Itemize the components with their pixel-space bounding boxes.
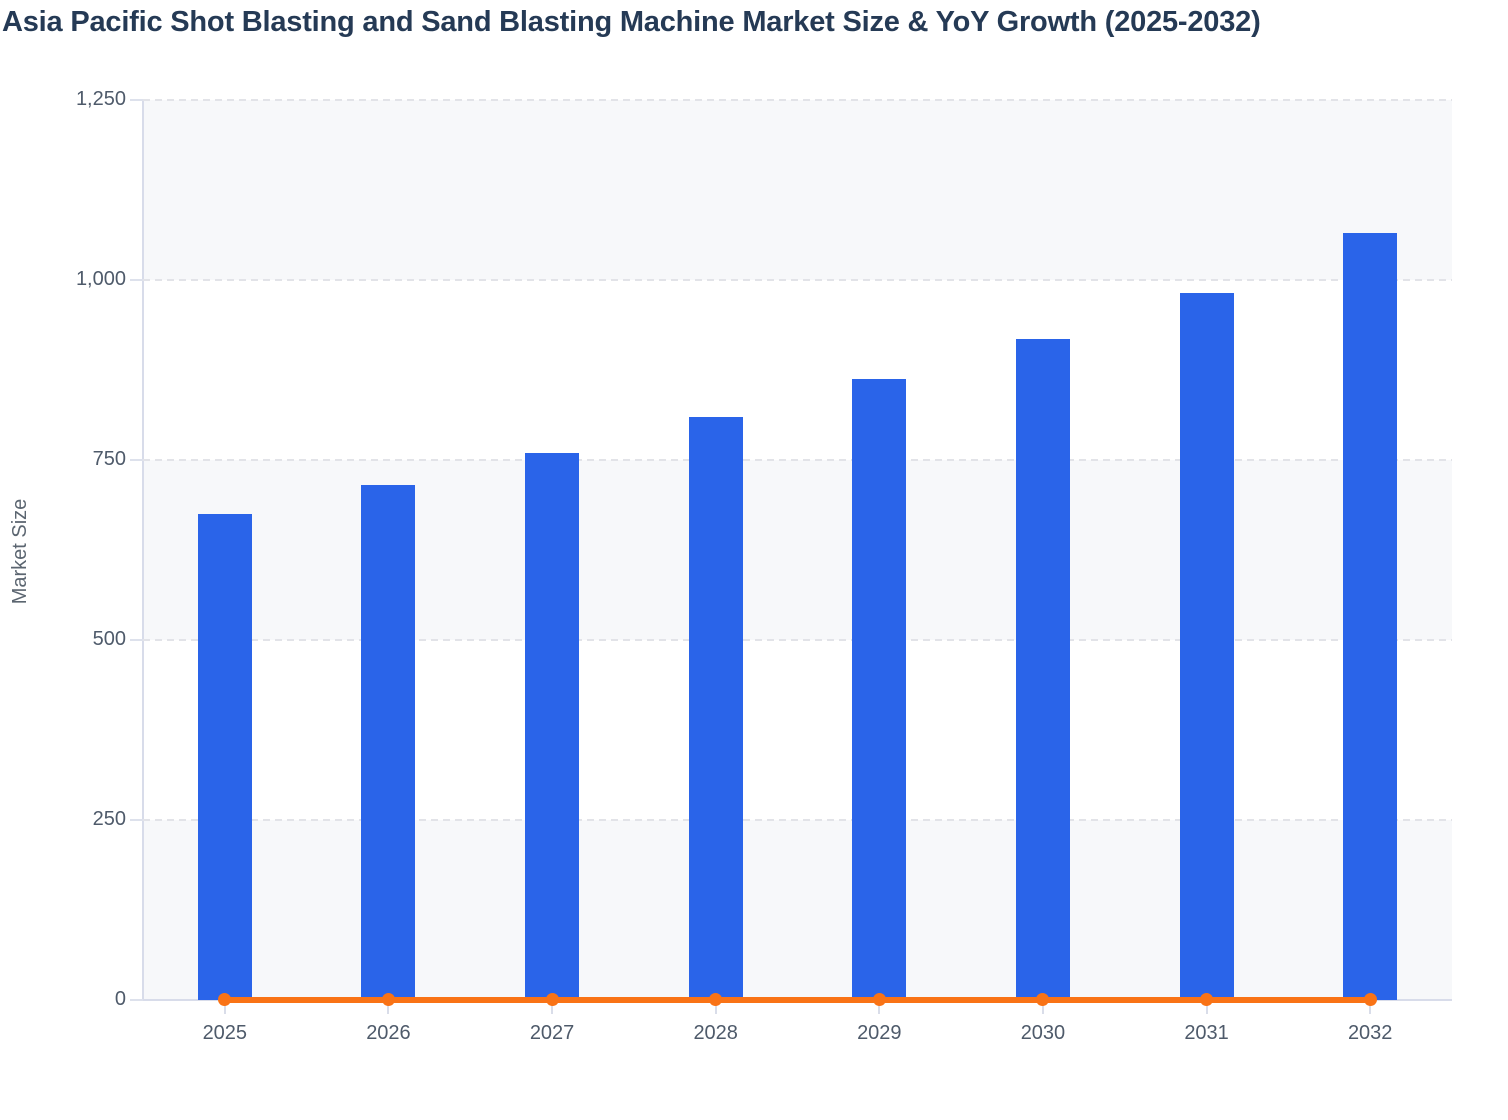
x-tick-label-2025: 2025 bbox=[202, 1022, 248, 1044]
plot-band bbox=[143, 460, 1452, 640]
gridline-500 bbox=[143, 639, 1452, 641]
y-axis-tick bbox=[130, 279, 143, 281]
yoy-growth-marker-2029 bbox=[872, 993, 886, 1006]
plot-band bbox=[143, 820, 1452, 1000]
y-axis-title: Market Size bbox=[9, 498, 31, 605]
market-size-bar-2029 bbox=[852, 379, 907, 1000]
y-tick-label-750: 750 bbox=[92, 448, 126, 471]
yoy-growth-line bbox=[224, 997, 1371, 1003]
yoy-growth-marker-2031 bbox=[1200, 993, 1214, 1006]
yoy-growth-marker-2032 bbox=[1363, 993, 1377, 1006]
chart-title: Asia Pacific Shot Blasting and Sand Blas… bbox=[2, 6, 1261, 38]
x-tick-label-2031: 2031 bbox=[1184, 1022, 1229, 1044]
y-axis-tick bbox=[130, 819, 143, 821]
x-axis-tick bbox=[714, 1003, 717, 1014]
y-axis-tick bbox=[130, 639, 143, 641]
yoy-growth-marker-2028 bbox=[709, 993, 723, 1006]
x-axis-tick bbox=[387, 1003, 390, 1014]
x-tick-label-2029: 2029 bbox=[857, 1022, 902, 1044]
gridline-1000 bbox=[143, 279, 1452, 281]
market-size-bar-2031 bbox=[1179, 292, 1234, 1000]
yoy-growth-marker-2030 bbox=[1036, 993, 1050, 1006]
x-axis-tick bbox=[1369, 1003, 1372, 1014]
plot-band bbox=[143, 100, 1452, 280]
x-tick-label-2030: 2030 bbox=[1020, 1022, 1066, 1044]
x-tick-label-2027: 2027 bbox=[529, 1022, 575, 1044]
market-size-bar-2030 bbox=[1015, 339, 1070, 1000]
y-axis-tick bbox=[130, 99, 143, 101]
y-axis-line bbox=[142, 100, 144, 1000]
gridline-250 bbox=[143, 819, 1452, 821]
y-tick-label-250: 250 bbox=[92, 808, 126, 831]
plot-band bbox=[143, 280, 1452, 460]
x-axis-tick bbox=[878, 1003, 881, 1014]
gridline-750 bbox=[143, 459, 1452, 461]
y-axis-tick bbox=[130, 999, 143, 1001]
market-size-bar-2028 bbox=[688, 416, 743, 1000]
plot-area: 1,250 1,000 750 500 250 0 2025 2026 2027 2028 2029… bbox=[76, 88, 1452, 1044]
yoy-growth-marker-2027 bbox=[545, 993, 559, 1006]
y-tick-label-0: 0 bbox=[114, 988, 126, 1011]
gridline-1250 bbox=[143, 99, 1452, 101]
yoy-growth-marker-2025 bbox=[218, 993, 232, 1006]
y-tick-label-1000: 1,000 bbox=[75, 268, 126, 291]
x-axis-tick bbox=[1041, 1003, 1044, 1014]
x-tick-label-2032: 2032 bbox=[1347, 1022, 1393, 1044]
yoy-growth-marker-2026 bbox=[381, 993, 395, 1006]
market-size-bar-2032 bbox=[1343, 233, 1398, 1000]
plot-band bbox=[143, 640, 1452, 820]
market-size-bar-2027 bbox=[525, 452, 580, 1000]
market-size-bar-2025 bbox=[197, 514, 252, 1000]
x-axis-tick bbox=[1205, 1003, 1208, 1014]
y-tick-label-500: 500 bbox=[92, 628, 126, 651]
x-tick-label-2028: 2028 bbox=[693, 1022, 738, 1044]
x-tick-label-2026: 2026 bbox=[366, 1022, 411, 1044]
x-axis-tick bbox=[551, 1003, 554, 1014]
x-axis-tick bbox=[223, 1003, 226, 1014]
y-tick-label-1250: 1,250 bbox=[75, 88, 126, 111]
y-axis-tick bbox=[130, 459, 143, 461]
market-size-bar-2026 bbox=[361, 485, 416, 1000]
